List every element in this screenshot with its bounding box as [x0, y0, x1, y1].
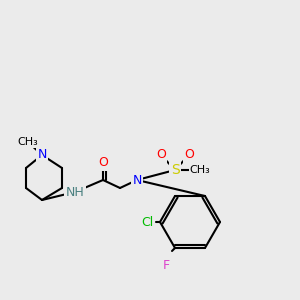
Text: O: O — [184, 148, 194, 161]
Text: N: N — [132, 173, 142, 187]
Text: CH₃: CH₃ — [190, 165, 210, 175]
Text: Cl: Cl — [141, 215, 153, 229]
Text: CH₃: CH₃ — [18, 137, 38, 147]
Text: N: N — [37, 148, 47, 161]
Text: NH: NH — [66, 185, 84, 199]
Text: F: F — [162, 260, 169, 272]
Text: O: O — [98, 157, 108, 169]
Text: S: S — [171, 163, 179, 177]
Text: O: O — [156, 148, 166, 161]
